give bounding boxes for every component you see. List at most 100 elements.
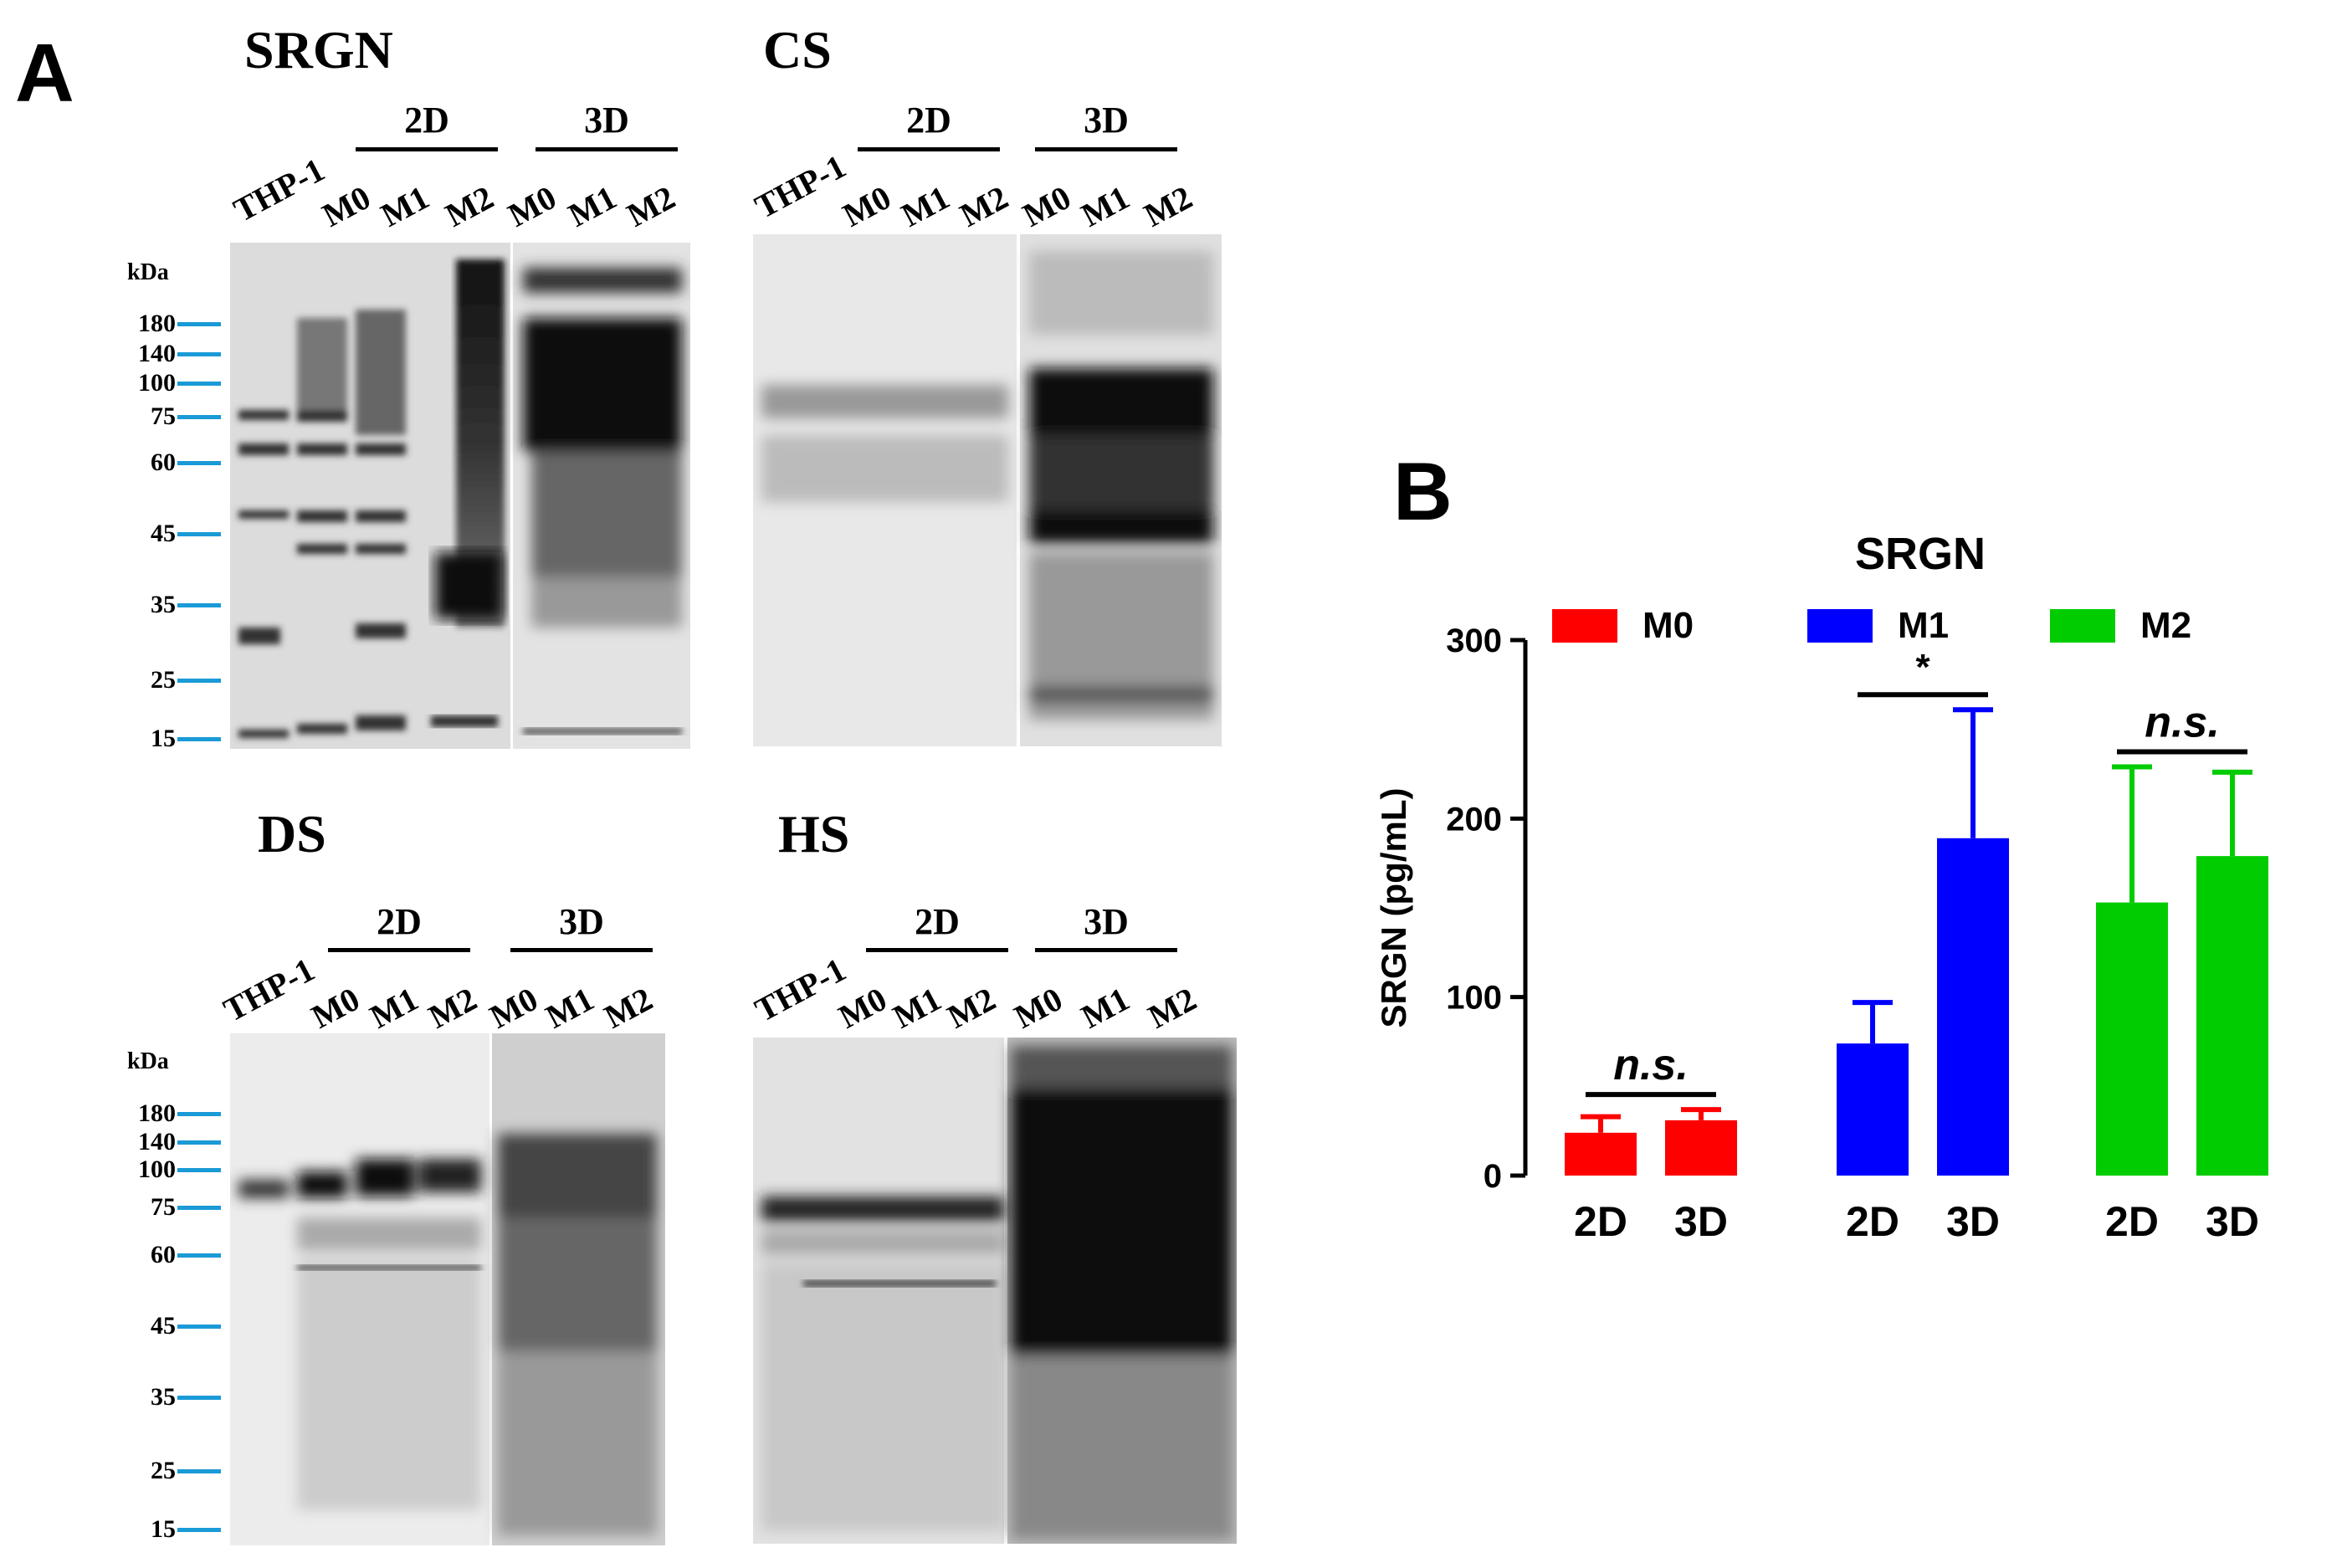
- hs-blot-image: [753, 1038, 1237, 1544]
- bar: [2096, 902, 2168, 1176]
- lane-label: M2: [1141, 979, 1202, 1036]
- marker-label: 140: [138, 1128, 176, 1156]
- bar: [1937, 838, 2009, 1176]
- lane-label: M1: [561, 177, 623, 234]
- srgn-3d-label: 3D: [584, 100, 629, 141]
- lane-label: M2: [940, 979, 1002, 1036]
- lane-label: M2: [953, 177, 1014, 234]
- marker-label: 60: [151, 1241, 176, 1268]
- lane-label: M1: [894, 177, 956, 234]
- marker-tick: [177, 737, 221, 741]
- cs-2d-label: 2D: [906, 100, 951, 141]
- marker-tick: [177, 1168, 221, 1172]
- y-tick-label: 200: [1446, 801, 1502, 838]
- srgn-3d-line: [536, 147, 678, 151]
- panel-b-letter: B: [1393, 445, 1453, 537]
- marker-label: 75: [151, 402, 176, 430]
- marker-label: 140: [138, 340, 176, 367]
- marker-label: 25: [151, 666, 176, 694]
- lane-label: M0: [501, 177, 562, 234]
- hs-blot-title: HS: [778, 804, 850, 863]
- y-tick-label: 0: [1484, 1158, 1502, 1195]
- y-tick-label: 300: [1446, 623, 1502, 659]
- lane-label: M2: [422, 979, 483, 1036]
- ds-2d-line: [328, 948, 470, 952]
- significance-label: n.s.: [2145, 698, 2220, 746]
- ds-blot-title: DS: [258, 804, 326, 863]
- lane-label: M0: [305, 979, 366, 1036]
- marker-label: 15: [151, 1515, 176, 1543]
- legend-label: M0: [1642, 605, 1694, 646]
- lane-label: M0: [483, 979, 544, 1036]
- x-tick-label: 2D: [1846, 1198, 1899, 1245]
- cs-blot-title: CS: [763, 20, 832, 79]
- chart-title: SRGN: [1855, 529, 1986, 579]
- hs-2d-line: [866, 948, 1008, 952]
- bar: [1665, 1120, 1737, 1176]
- significance-label: *: [1915, 647, 1930, 688]
- y-tick-label: 100: [1446, 980, 1502, 1017]
- marker-label: 45: [151, 1312, 176, 1340]
- lane-label: M2: [1137, 177, 1198, 234]
- srgn-bar-chart: SRGN M0 M1 M2 0 100 200 300 SRGN (pg/mL) 2D 3D n.s.…: [1374, 529, 2268, 1245]
- marker-tick: [177, 1253, 221, 1258]
- cs-2d-line: [858, 147, 1000, 151]
- srgn-2d-label: 2D: [404, 100, 449, 141]
- marker-label: 75: [151, 1193, 176, 1221]
- marker-tick: [177, 352, 221, 356]
- y-axis-label: SRGN (pg/mL): [1374, 788, 1413, 1028]
- legend-swatch: [1807, 609, 1873, 643]
- marker-label: 180: [138, 310, 176, 337]
- srgn-2d-line: [356, 147, 498, 151]
- bar: [1565, 1132, 1637, 1176]
- lane-label: M0: [1016, 177, 1077, 234]
- srgn-blot-title: SRGN: [244, 20, 393, 79]
- marker-tick: [177, 1469, 221, 1473]
- marker-tick: [177, 1396, 221, 1400]
- marker-label: 35: [151, 591, 176, 618]
- marker-tick: [177, 382, 221, 386]
- srgn-blot-image: [230, 243, 690, 749]
- hs-3d-line: [1035, 948, 1177, 952]
- marker-label: 35: [151, 1383, 176, 1411]
- legend-label: M2: [2140, 605, 2191, 646]
- x-tick-label: 2D: [2105, 1198, 2159, 1245]
- lane-label: M1: [539, 979, 600, 1036]
- lane-label: M2: [438, 177, 500, 234]
- panel-a-letter: A: [15, 27, 74, 119]
- marker-label: 100: [138, 1156, 176, 1183]
- srgn-kda-label: kDa: [127, 259, 169, 285]
- cs-3d-label: 3D: [1084, 100, 1129, 141]
- ds-blot-image: [230, 1033, 665, 1545]
- marker-tick: [177, 603, 221, 607]
- lane-label: M1: [363, 979, 424, 1036]
- lane-label: THP-1: [748, 146, 852, 226]
- hs-2d-label: 2D: [915, 901, 960, 942]
- lane-label: M1: [886, 979, 947, 1036]
- ds-3d-line: [510, 948, 653, 952]
- lane-label: M1: [374, 177, 435, 234]
- x-tick-label: 2D: [1574, 1198, 1627, 1245]
- marker-tick: [177, 1325, 221, 1329]
- lane-label: M2: [597, 979, 659, 1036]
- x-tick-label: 3D: [1946, 1198, 2000, 1245]
- legend-swatch: [1552, 609, 1617, 643]
- marker-label: 100: [138, 369, 176, 397]
- cs-blot-image: [753, 234, 1222, 746]
- marker-tick: [177, 532, 221, 536]
- marker-tick: [177, 1112, 221, 1116]
- significance-label: n.s.: [1613, 1041, 1689, 1089]
- marker-label: 25: [151, 1457, 176, 1484]
- cs-3d-line: [1035, 147, 1177, 151]
- marker-tick: [177, 322, 221, 326]
- marker-tick: [177, 415, 221, 419]
- marker-tick: [177, 461, 221, 465]
- lane-label: THP-1: [217, 950, 320, 1029]
- bar: [1837, 1043, 1909, 1176]
- lane-label: THP-1: [227, 150, 331, 229]
- lane-label: M0: [832, 979, 893, 1036]
- lane-label: M0: [1007, 979, 1069, 1036]
- marker-label: 15: [151, 725, 176, 752]
- marker-tick: [177, 1206, 221, 1210]
- marker-tick: [177, 1528, 221, 1532]
